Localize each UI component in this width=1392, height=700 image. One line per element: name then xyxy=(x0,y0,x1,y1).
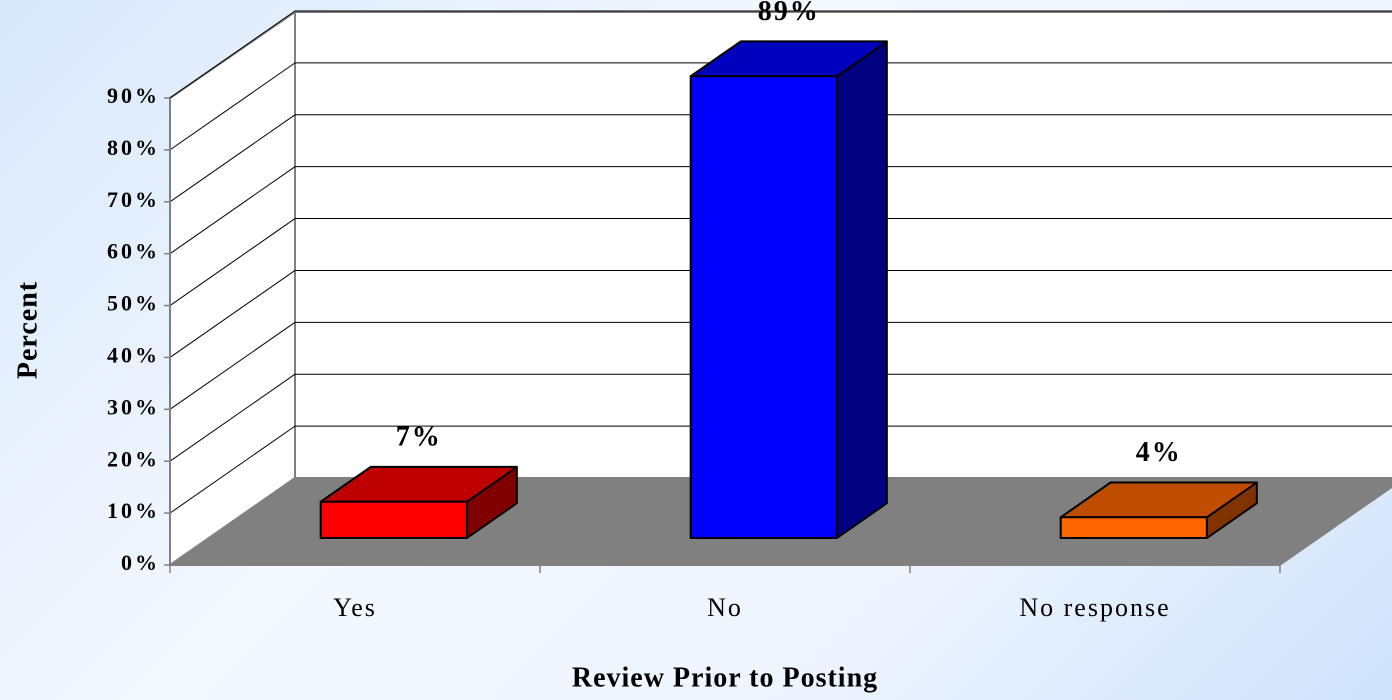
y-tick-label: 10% xyxy=(107,498,160,523)
grid-line xyxy=(169,425,296,514)
grid-line xyxy=(169,62,296,151)
value-label: 89% xyxy=(758,0,820,27)
y-tick-label: 40% xyxy=(107,342,160,367)
bar xyxy=(1059,516,1208,540)
x-axis-label: Review Prior to Posting xyxy=(572,662,878,693)
value-label: 4% xyxy=(1136,437,1182,468)
x-tick-label: No xyxy=(707,593,743,622)
y-tick-label: 60% xyxy=(107,239,160,264)
floor-edge xyxy=(1279,486,1392,566)
x-tick-label: Yes xyxy=(333,593,377,622)
bar xyxy=(319,500,468,540)
x-tick-label: No response xyxy=(1019,593,1170,622)
y-tick-label: 70% xyxy=(107,187,160,212)
y-tick-label: 20% xyxy=(107,446,160,471)
y-tick-label: 50% xyxy=(107,291,160,316)
grid-line xyxy=(169,166,296,255)
bar-side xyxy=(835,40,888,540)
side-wall xyxy=(169,10,296,567)
grid-line xyxy=(169,321,296,410)
y-axis-label: Percent xyxy=(12,281,43,379)
grid-line xyxy=(169,270,296,358)
y-tick-label: 30% xyxy=(107,394,160,419)
grid-line xyxy=(169,373,296,462)
grid-line xyxy=(169,218,296,306)
y-tick-label: 0% xyxy=(121,550,160,575)
y-tick-label: 80% xyxy=(107,135,160,160)
bar xyxy=(689,75,838,540)
value-label: 7% xyxy=(396,421,442,452)
grid-line xyxy=(169,114,296,203)
grid-line xyxy=(169,10,296,99)
y-tick-label: 90% xyxy=(107,83,160,108)
